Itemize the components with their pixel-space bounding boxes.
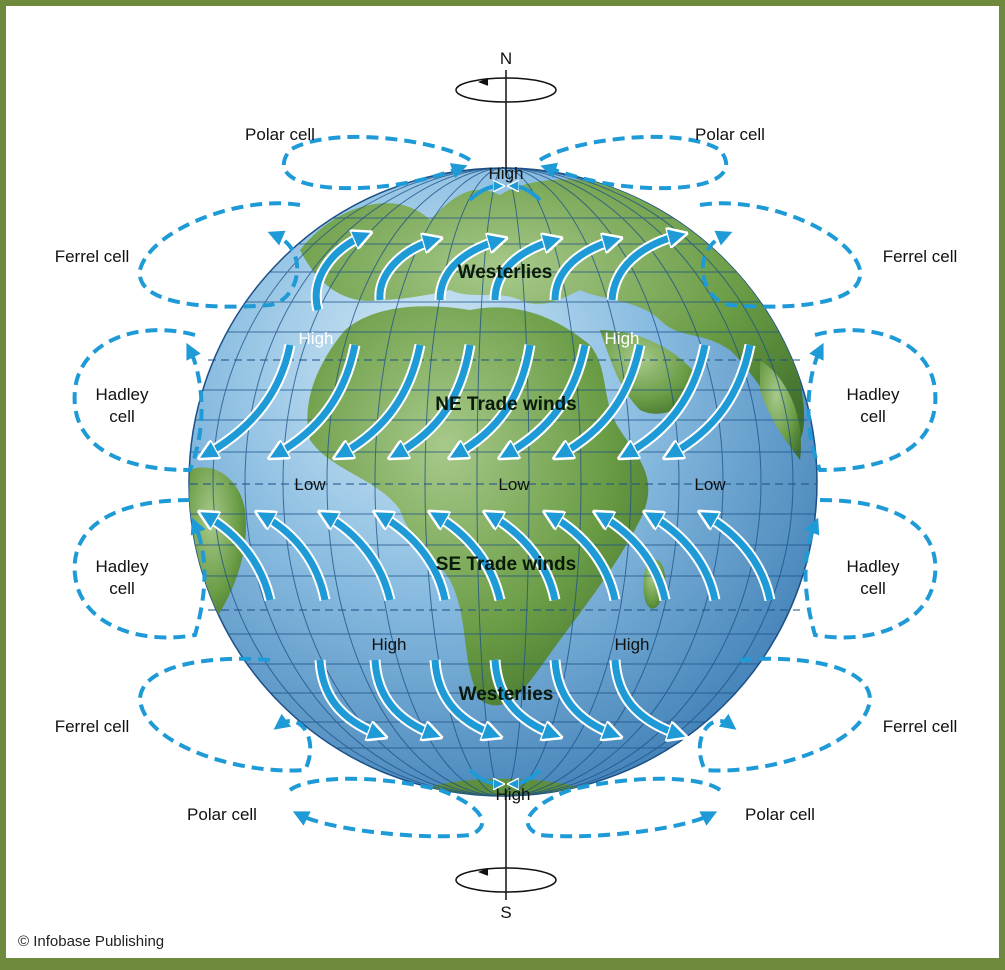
- ferrel-cell-sw-loop: [137, 656, 313, 773]
- hadley-cell-sw-label-line1: Hadley: [96, 557, 149, 576]
- hadley-cell-ne-label-line1: Hadley: [847, 385, 900, 404]
- polar-cell-ne-label: Polar cell: [695, 125, 765, 144]
- high-north-pole-label: High: [489, 164, 524, 183]
- north-label: N: [500, 49, 512, 68]
- ferrel-cell-se-loop: [697, 656, 873, 773]
- ferrel-cell-se-label: Ferrel cell: [883, 717, 958, 736]
- south-label: S: [500, 903, 511, 922]
- hadley-cell-se-label-line1: Hadley: [847, 557, 900, 576]
- hadley-cell-sw-loop: [72, 498, 207, 640]
- high-south-pole-label: High: [496, 785, 531, 804]
- high-sw-label: High: [372, 635, 407, 654]
- hadley-cell-se-loop: [803, 498, 938, 640]
- polar-cell-se-label: Polar cell: [745, 805, 815, 824]
- low-w-label: Low: [294, 475, 326, 494]
- hadley-cell-nw-label-line2: cell: [109, 407, 135, 426]
- westerlies-south-label: Westerlies: [459, 684, 554, 705]
- hadley-cell-sw-label-line2: cell: [109, 579, 135, 598]
- hadley-cell-ne-loop: [806, 328, 938, 473]
- rotation-axis: [455, 70, 557, 900]
- ferrel-cell-nw-label: Ferrel cell: [55, 247, 130, 266]
- polar-cell-sw-loop: [288, 776, 485, 839]
- hadley-cell-ne-label-line2: cell: [860, 407, 886, 426]
- ferrel-cell-ne-loop: [699, 201, 863, 309]
- se-trade-winds-label: SE Trade winds: [436, 554, 576, 575]
- ferrel-cell-ne-label: Ferrel cell: [883, 247, 958, 266]
- westerlies-north-label: Westerlies: [458, 262, 553, 283]
- high-nw-label: High: [299, 329, 334, 348]
- polar-cell-nw-loop: [282, 134, 472, 191]
- hadley-cell-nw-label-line1: Hadley: [96, 385, 149, 404]
- low-e-label: Low: [694, 475, 726, 494]
- polar-cell-nw-label: Polar cell: [245, 125, 315, 144]
- circulation-cells: [72, 134, 938, 839]
- copyright-credit: © Infobase Publishing: [18, 933, 165, 950]
- low-c-label: Low: [498, 475, 530, 494]
- hadley-cell-se-label-line2: cell: [860, 579, 886, 598]
- ferrel-cell-sw-label: Ferrel cell: [55, 717, 130, 736]
- polar-cell-ne-loop: [538, 134, 728, 191]
- ne-trade-winds-label: NE Trade winds: [435, 394, 576, 415]
- high-ne-label: High: [605, 329, 640, 348]
- high-se-label: High: [615, 635, 650, 654]
- polar-small-arrows: [468, 186, 542, 784]
- hadley-cell-nw-loop: [72, 328, 204, 473]
- wind-arrows: [205, 235, 774, 735]
- key-latitudes: [190, 359, 816, 611]
- polar-cell-se-loop: [525, 776, 722, 839]
- ferrel-cell-nw-loop: [137, 201, 301, 309]
- polar-cell-sw-label: Polar cell: [187, 805, 257, 824]
